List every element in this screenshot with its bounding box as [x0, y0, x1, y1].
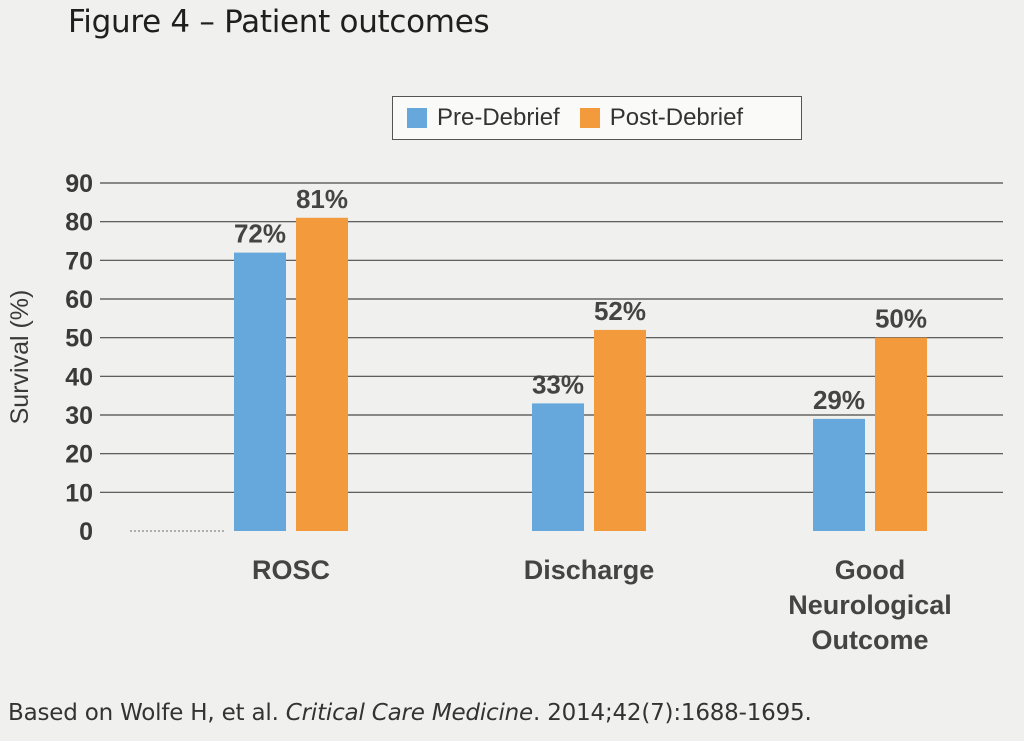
y-tick-label: 70 [65, 247, 93, 275]
chart-legend: Pre-Debrief Post-Debrief [392, 96, 802, 140]
data-label: 29% [813, 385, 865, 415]
y-tick-label: 10 [65, 479, 93, 507]
data-label: 50% [875, 304, 927, 334]
category-label: ROSC [252, 555, 330, 585]
citation-suffix: . 2014;42(7):1688-1695. [532, 700, 812, 726]
y-tick-label: 30 [65, 402, 93, 430]
legend-swatch-pre [407, 108, 427, 128]
y-tick-label: 0 [79, 518, 93, 546]
y-tick-label: 40 [65, 363, 93, 391]
y-tick-label: 60 [65, 286, 93, 314]
category-label: Good [835, 555, 905, 585]
citation: Based on Wolfe H, et al. Critical Care M… [8, 700, 812, 726]
y-tick-label: 90 [65, 170, 93, 198]
y-tick-label: 50 [65, 325, 93, 353]
data-label: 81% [296, 184, 348, 214]
y-axis-label: Survival (%) [6, 290, 34, 425]
bar-chart: 0 10 20 30 40 50 60 70 80 90 Survival (%) 72% 33% 29%… [6, 170, 1003, 655]
legend-item-pre: Pre-Debrief [407, 104, 560, 132]
data-label: 52% [594, 296, 646, 326]
bar-post-debrief [875, 337, 927, 531]
bar-post-debrief [296, 217, 348, 532]
bar-pre-debrief [813, 418, 865, 531]
y-tick-label: 20 [65, 441, 93, 469]
legend-item-post: Post-Debrief [579, 104, 744, 132]
bar-pre-debrief [532, 403, 584, 531]
category-label: Discharge [524, 555, 655, 585]
bar-pre-debrief [234, 252, 286, 531]
data-label: 72% [234, 219, 286, 249]
legend-swatch-post [579, 108, 600, 128]
bar-post-debrief [594, 329, 646, 531]
citation-journal: Critical Care Medicine [285, 700, 533, 726]
category-label: Neurological [788, 590, 952, 620]
legend-label-post: Post-Debrief [609, 104, 744, 131]
data-label: 33% [532, 369, 584, 399]
figure-title: Figure 4 – Patient outcomes [68, 4, 490, 40]
citation-prefix: Based on Wolfe H, et al. [8, 700, 286, 726]
y-tick-label: 80 [65, 209, 93, 237]
legend-label-pre: Pre-Debrief [437, 104, 560, 131]
category-label: Outcome [811, 625, 928, 655]
